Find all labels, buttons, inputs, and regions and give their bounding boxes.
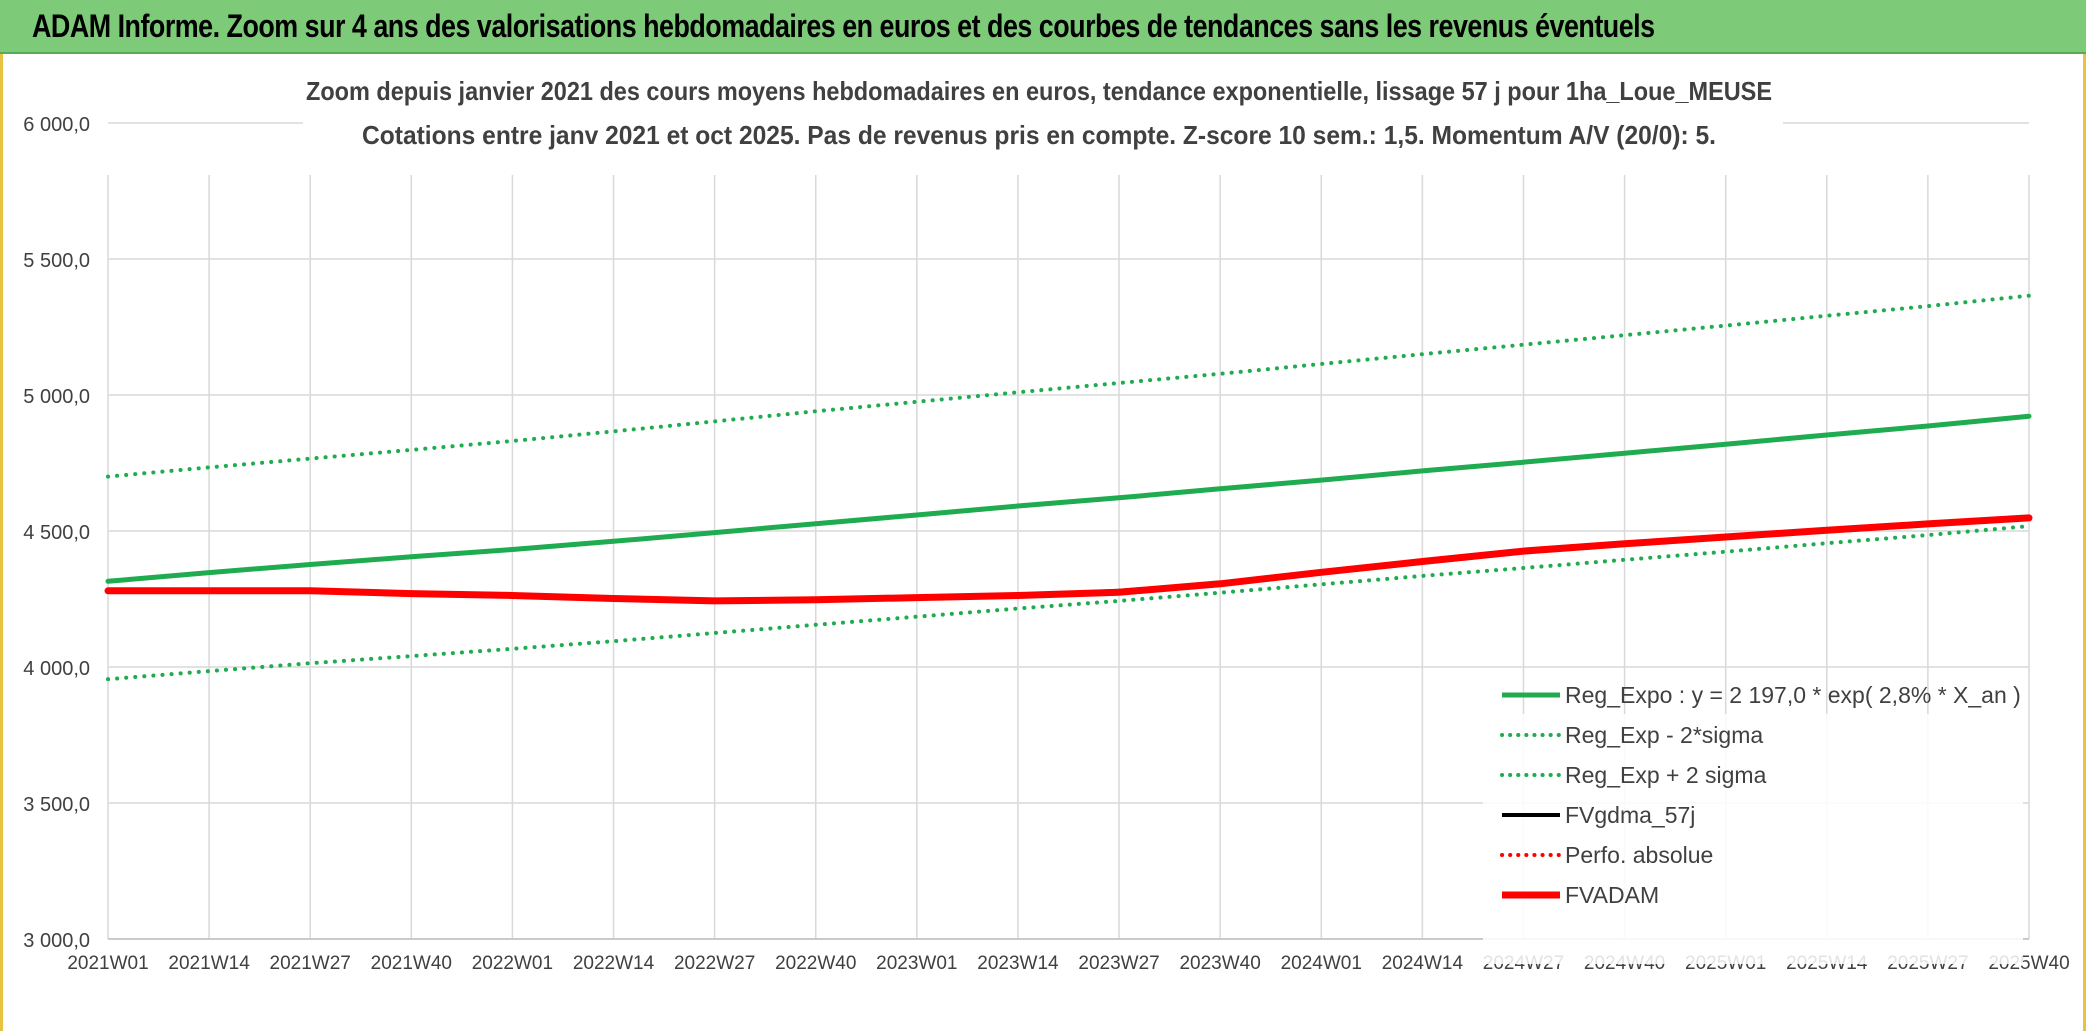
report-banner: ADAM Informe. Zoom sur 4 ans des valoris… — [0, 0, 2086, 54]
legend-entry-label: Reg_Exp + 2 sigma — [1565, 762, 1767, 788]
y-tick-label: 3 000,0 — [23, 930, 90, 952]
chart-area: Zoom depuis janvier 2021 des cours moyen… — [0, 54, 2086, 1031]
x-tick-label: 2024W01 — [1281, 953, 1362, 974]
x-tick-label: 2023W27 — [1078, 953, 1159, 974]
legend-entry-label: Reg_Exp - 2*sigma — [1565, 722, 1763, 748]
legend-background — [1483, 714, 2023, 964]
chart-title: Zoom depuis janvier 2021 des cours moyen… — [306, 76, 1772, 106]
y-axis: 3 000,0 3 500,0 4 000,0 4 500,0 5 000,0 5 500… — [23, 114, 90, 952]
series-line-reg-expo — [105, 413, 2032, 584]
legend-entry-label: Reg_Expo : y = 2 197,0 * exp( 2,8% * X_a… — [1565, 682, 2021, 708]
x-tick-label: 2023W14 — [977, 953, 1059, 974]
series-line-fvadam — [104, 514, 2033, 605]
legend: Reg_Expo : y = 2 197,0 * exp( 2,8% * X_a… — [1483, 682, 2023, 964]
x-tick-label: 2022W27 — [674, 953, 755, 974]
legend-entry-label: Perfo. absolue — [1565, 842, 1713, 868]
series-lines — [104, 293, 2033, 682]
trend-chart: Zoom depuis janvier 2021 des cours moyen… — [23, 57, 2070, 974]
report-title: ADAM Informe. Zoom sur 4 ans des valoris… — [32, 8, 1655, 44]
series-line-reg-exp — [106, 524, 2031, 682]
x-tick-label: 2023W40 — [1179, 953, 1260, 974]
y-tick-label: 5 000,0 — [23, 386, 90, 408]
x-tick-label: 2021W14 — [168, 953, 250, 974]
legend-entry-label: FVADAM — [1565, 882, 1659, 908]
x-tick-label: 2022W40 — [775, 953, 856, 974]
legend-entry-label: FVgdma_57j — [1565, 802, 1695, 828]
x-tick-label: 2024W14 — [1382, 953, 1464, 974]
x-tick-label: 2023W01 — [876, 953, 957, 974]
y-tick-label: 6 000,0 — [23, 114, 90, 136]
y-tick-label: 3 500,0 — [23, 794, 90, 816]
x-tick-label: 2022W14 — [573, 953, 655, 974]
x-tick-label: 2022W01 — [472, 953, 553, 974]
y-tick-label: 4 000,0 — [23, 658, 90, 680]
y-tick-label: 5 500,0 — [23, 250, 90, 272]
series-line-reg-exp — [106, 293, 2031, 479]
x-tick-label: 2021W27 — [270, 953, 351, 974]
x-tick-label: 2021W01 — [67, 953, 148, 974]
x-tick-label: 2021W40 — [371, 953, 452, 974]
y-tick-label: 4 500,0 — [23, 522, 90, 544]
chart-subtitle: Cotations entre janv 2021 et oct 2025. P… — [362, 120, 1716, 150]
chart-title-background — [303, 57, 1783, 165]
